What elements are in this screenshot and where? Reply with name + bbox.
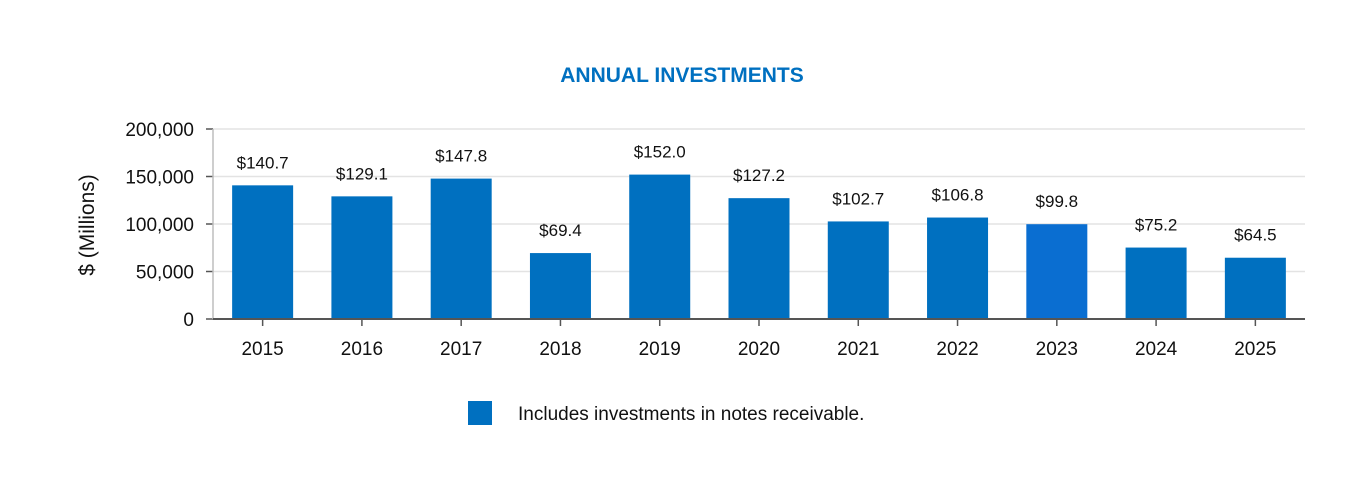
data-label-2017: $147.8 bbox=[435, 147, 487, 166]
data-label-2020: $127.2 bbox=[733, 166, 785, 185]
bar-2024 bbox=[1125, 247, 1187, 319]
bar-2019 bbox=[629, 174, 691, 319]
x-tick-label-2022: 2022 bbox=[936, 339, 978, 360]
x-tick-label-2021: 2021 bbox=[837, 339, 879, 360]
bar-2018 bbox=[529, 253, 591, 319]
data-label-2023: $99.8 bbox=[1036, 192, 1079, 211]
bars: $140.7 $129.1 $147.8 $69.4 $152.0 $127.2 $102.… bbox=[232, 143, 1286, 319]
x-tick-label-2016: 2016 bbox=[341, 339, 383, 360]
x-tick-label-2019: 2019 bbox=[639, 339, 681, 360]
bar-2016 bbox=[331, 196, 393, 319]
bar-2023 bbox=[1026, 224, 1088, 319]
y-tick-label: 150,000 bbox=[125, 168, 194, 189]
data-label-2016: $129.1 bbox=[336, 164, 388, 183]
data-label-2024: $75.2 bbox=[1135, 216, 1178, 235]
x-tick-label-2025: 2025 bbox=[1234, 339, 1276, 360]
data-label-2022: $106.8 bbox=[932, 186, 984, 205]
data-label-2025: $64.5 bbox=[1234, 226, 1277, 245]
x-tick-label-2023: 2023 bbox=[1036, 339, 1078, 360]
x-tick-label-2018: 2018 bbox=[539, 339, 581, 360]
x-tick-label-2017: 2017 bbox=[440, 339, 482, 360]
y-tick-label: 200,000 bbox=[125, 120, 194, 141]
bar-2017 bbox=[430, 178, 492, 319]
y-axis-label: $ (Millions) bbox=[76, 174, 99, 276]
x-tick-label-2020: 2020 bbox=[738, 339, 780, 360]
bar-2022 bbox=[927, 217, 989, 319]
y-tick-label: 0 bbox=[183, 310, 194, 331]
bar-2021 bbox=[827, 221, 889, 319]
chart-title: ANNUAL INVESTMENTS bbox=[560, 64, 803, 87]
legend-label: Includes investments in notes receivable… bbox=[518, 404, 864, 425]
y-tick-label: 100,000 bbox=[125, 215, 194, 236]
legend: Includes investments in notes receivable… bbox=[468, 401, 864, 425]
data-label-2019: $152.0 bbox=[634, 143, 686, 162]
axes: 0 50,000 100,000 150,000 200,000 2015 2016 2017… bbox=[125, 120, 1305, 360]
legend-swatch bbox=[468, 401, 492, 425]
y-tick-label: 50,000 bbox=[136, 263, 194, 284]
data-label-2018: $69.4 bbox=[539, 221, 582, 240]
bar-2015 bbox=[232, 185, 294, 319]
data-label-2015: $140.7 bbox=[237, 153, 289, 172]
x-tick-label-2015: 2015 bbox=[241, 339, 283, 360]
data-label-2021: $102.7 bbox=[832, 189, 884, 208]
bar-2025 bbox=[1224, 257, 1286, 319]
bar-2020 bbox=[728, 198, 790, 319]
x-tick-label-2024: 2024 bbox=[1135, 339, 1178, 360]
